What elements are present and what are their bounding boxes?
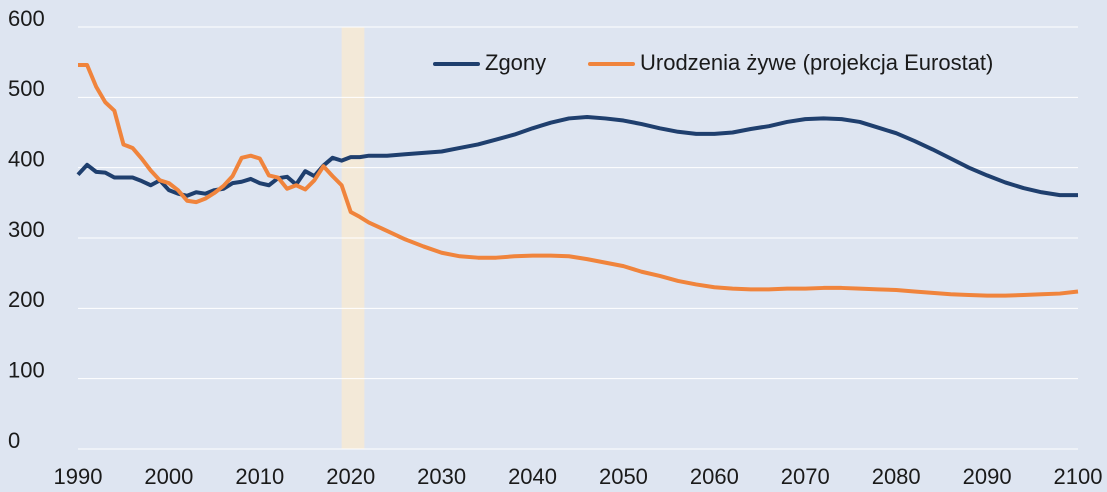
y-tick-label: 500 bbox=[8, 76, 45, 101]
data-line bbox=[76, 115, 1078, 198]
y-tick-label: 0 bbox=[8, 428, 20, 453]
x-tick-label: 2040 bbox=[508, 464, 557, 489]
x-tick-label: 2100 bbox=[1054, 464, 1103, 489]
x-tick-label: 2060 bbox=[690, 464, 739, 489]
data-line bbox=[78, 62, 1079, 298]
x-tick-label: 2080 bbox=[872, 464, 921, 489]
legend-label: Zgony bbox=[485, 50, 546, 75]
x-tick-label: 2090 bbox=[963, 464, 1012, 489]
y-tick-label: 600 bbox=[8, 6, 45, 31]
x-tick-label: 2000 bbox=[144, 464, 193, 489]
x-tick-label: 2010 bbox=[235, 464, 284, 489]
legend-label: Urodzenia żywe (projekcja Eurostat) bbox=[640, 50, 993, 75]
x-tick-label: 2070 bbox=[781, 464, 830, 489]
x-tick-label: 1990 bbox=[54, 464, 103, 489]
x-tick-label: 2050 bbox=[599, 464, 648, 489]
y-tick-label: 300 bbox=[8, 217, 45, 242]
y-tick-label: 400 bbox=[8, 146, 45, 171]
x-tick-label: 2020 bbox=[326, 464, 375, 489]
y-tick-label: 100 bbox=[8, 357, 45, 382]
y-tick-label: 200 bbox=[8, 287, 45, 312]
x-tick-label: 2030 bbox=[417, 464, 466, 489]
